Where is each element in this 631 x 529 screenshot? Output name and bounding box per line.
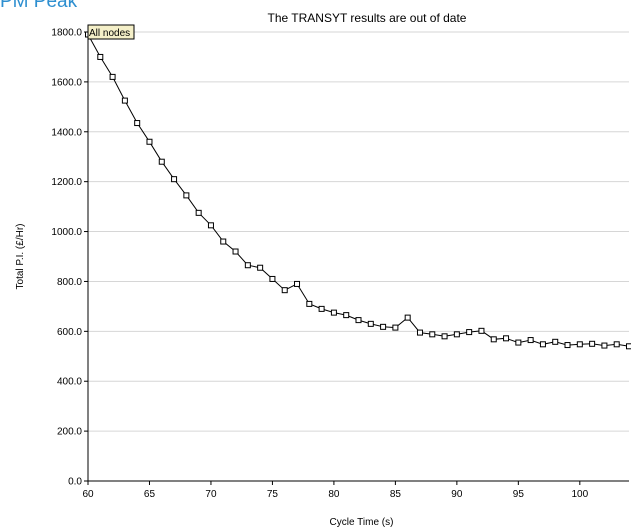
data-point (527, 337, 534, 344)
x-tick-label: 95 (513, 489, 525, 500)
data-point (416, 329, 423, 336)
page-title: PM Peak (0, 0, 78, 12)
data-point (195, 209, 202, 216)
data-point (613, 341, 620, 348)
x-tick-label: 80 (328, 489, 340, 500)
y-tick-label: 1800.0 (51, 28, 82, 39)
data-point (306, 300, 313, 307)
data-point (343, 312, 350, 319)
data-point (121, 97, 128, 104)
data-point (404, 314, 411, 321)
data-point (367, 320, 374, 327)
data-point (294, 280, 301, 287)
y-axis-title: Total P.I. (£/Hr) (15, 224, 26, 290)
legend-box (87, 24, 135, 40)
data-point (552, 338, 559, 345)
x-tick-label: 70 (205, 489, 217, 500)
x-tick-label: 65 (144, 489, 156, 500)
y-tick-label: 200.0 (57, 427, 82, 438)
y-tick-label: 800.0 (57, 277, 82, 288)
y-tick-label: 1000.0 (51, 227, 82, 238)
data-point (589, 340, 596, 347)
data-point (503, 335, 510, 342)
y-tick-label: 0.0 (68, 477, 82, 488)
chart-title: The TRANSYT results are out of date (268, 11, 467, 25)
data-point (380, 323, 387, 330)
x-tick-label: 60 (82, 489, 94, 500)
data-point (478, 327, 485, 334)
data-point (158, 158, 165, 165)
tick-labels: 0.0 200.0 400.0 600.0 800.0 1000.0 1200.0 1400.… (51, 28, 588, 501)
data-point (429, 331, 436, 338)
grid-lines (88, 31, 629, 432)
y-tick-label: 600.0 (57, 327, 82, 338)
y-tick-label: 1200.0 (51, 177, 82, 188)
x-axis-title: Cycle Time (s) (330, 517, 394, 528)
data-point (109, 73, 116, 80)
data-point (441, 333, 448, 340)
data-point (355, 317, 362, 324)
data-point (207, 222, 214, 229)
y-tick-label: 1600.0 (51, 77, 82, 88)
y-tick-label: 1400.0 (51, 127, 82, 138)
x-tick-label: 75 (267, 489, 279, 500)
data-point (171, 176, 178, 183)
data-point (539, 341, 546, 348)
series-layer (85, 31, 631, 350)
data-point (564, 342, 571, 349)
legend-label: All nodes (89, 28, 130, 39)
data-point (515, 339, 522, 346)
data-point (330, 309, 337, 316)
y-tick-label: 400.0 (57, 377, 82, 388)
x-tick-label: 85 (390, 489, 402, 500)
data-point (220, 238, 227, 245)
axes (84, 28, 629, 485)
data-point (281, 287, 288, 294)
data-point (146, 138, 153, 145)
x-tick-label: 90 (451, 489, 463, 500)
data-point (269, 275, 276, 282)
data-point (257, 264, 264, 271)
data-point (466, 329, 473, 336)
data-point (134, 120, 141, 127)
data-point (626, 343, 631, 350)
data-point (232, 248, 239, 255)
legend: All nodes (87, 24, 135, 40)
data-point (318, 305, 325, 312)
data-point (490, 336, 497, 343)
data-point (97, 53, 104, 60)
data-point (183, 192, 190, 199)
data-point (576, 341, 583, 348)
data-point (392, 324, 399, 331)
x-tick-label: 100 (571, 489, 588, 500)
data-point (601, 342, 608, 349)
data-point (453, 331, 460, 338)
data-point (244, 262, 251, 269)
series-line (87, 34, 630, 347)
